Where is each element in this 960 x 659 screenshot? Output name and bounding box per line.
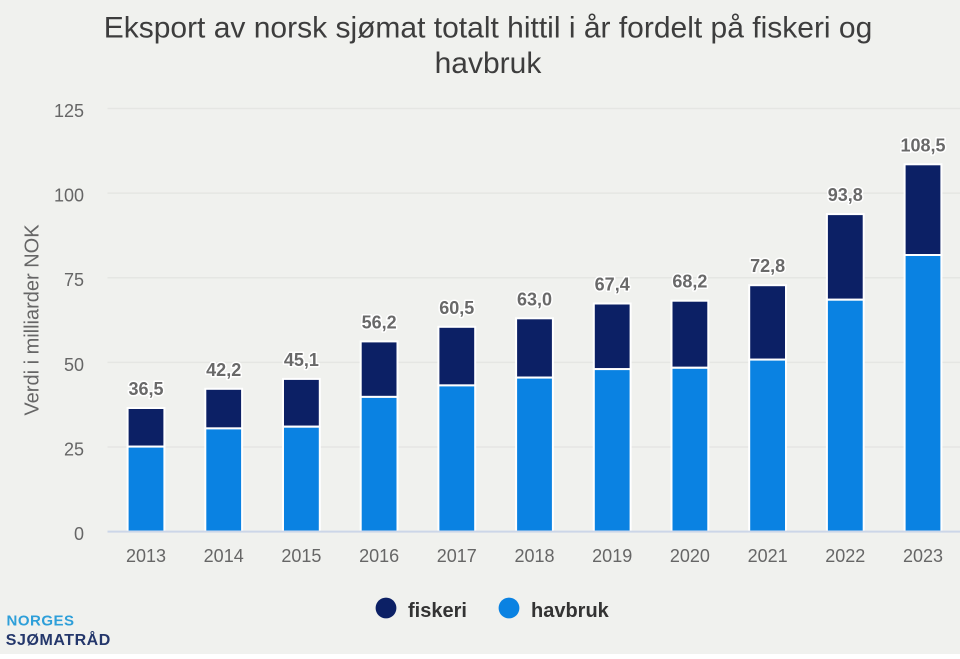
svg-text:2016: 2016	[359, 546, 399, 566]
svg-text:63,0: 63,0	[517, 289, 552, 309]
svg-text:Eksport av norsk sjømat totalt: Eksport av norsk sjømat totalt hittil i …	[104, 12, 873, 45]
svg-text:2017: 2017	[437, 546, 477, 566]
svg-text:havbruk: havbruk	[435, 47, 543, 80]
svg-text:56,2: 56,2	[362, 312, 397, 332]
svg-text:67,4: 67,4	[595, 275, 630, 295]
svg-text:2018: 2018	[514, 546, 554, 566]
svg-text:2014: 2014	[204, 546, 244, 566]
svg-text:NORGES: NORGES	[7, 613, 75, 630]
svg-text:125: 125	[54, 101, 84, 121]
svg-text:93,8: 93,8	[828, 185, 863, 205]
svg-text:2019: 2019	[592, 546, 632, 566]
svg-text:60,5: 60,5	[439, 298, 474, 318]
svg-text:50: 50	[64, 355, 84, 375]
svg-text:2022: 2022	[825, 546, 865, 566]
svg-text:fiskeri: fiskeri	[408, 600, 467, 622]
svg-text:36,5: 36,5	[128, 379, 163, 399]
svg-text:72,8: 72,8	[750, 256, 785, 276]
svg-text:Verdi i milliarder NOK: Verdi i milliarder NOK	[22, 224, 44, 416]
svg-text:2020: 2020	[670, 546, 710, 566]
svg-text:2021: 2021	[748, 546, 788, 566]
svg-text:havbruk: havbruk	[531, 600, 610, 622]
svg-text:0: 0	[74, 524, 84, 544]
svg-text:42,2: 42,2	[206, 360, 241, 380]
svg-text:2013: 2013	[126, 546, 166, 566]
svg-text:2015: 2015	[281, 546, 321, 566]
svg-text:75: 75	[64, 270, 84, 290]
svg-text:108,5: 108,5	[900, 135, 945, 155]
svg-text:100: 100	[54, 186, 84, 206]
svg-text:2023: 2023	[903, 546, 943, 566]
svg-text:68,2: 68,2	[672, 272, 707, 292]
svg-text:45,1: 45,1	[284, 350, 319, 370]
svg-text:25: 25	[64, 440, 84, 460]
svg-text:SJØMATRÅD: SJØMATRÅD	[6, 630, 111, 649]
